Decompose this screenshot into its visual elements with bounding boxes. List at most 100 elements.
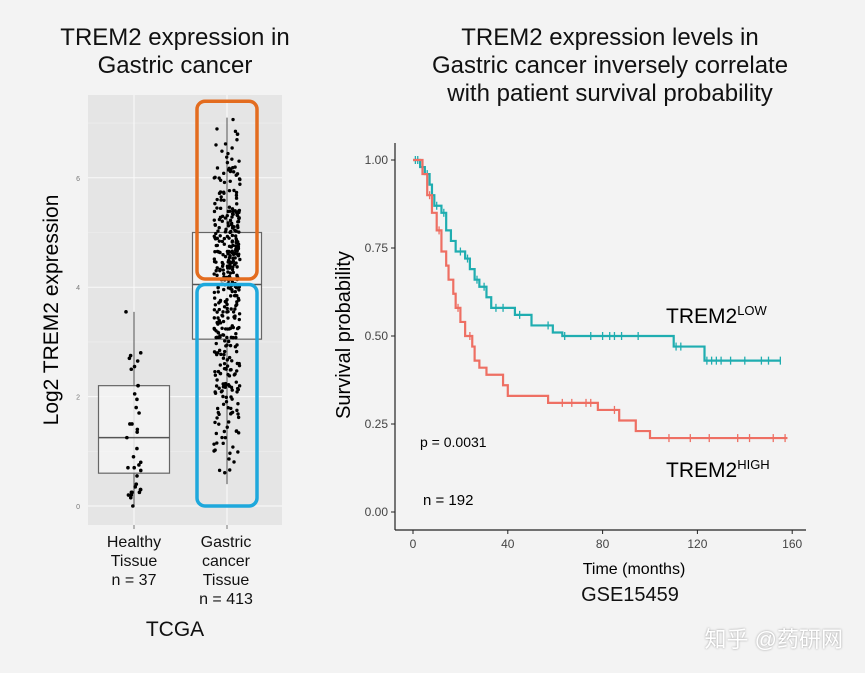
data-point — [237, 317, 242, 322]
data-point — [222, 236, 227, 241]
left-chart-title: TREM2 expression in Gastric cancer — [20, 24, 330, 80]
data-point — [220, 239, 225, 244]
data-point — [228, 218, 233, 223]
data-point — [226, 258, 231, 263]
data-point — [227, 256, 232, 260]
data-point — [234, 335, 238, 340]
data-point — [220, 149, 224, 153]
data-point — [218, 335, 222, 339]
data-point — [234, 380, 238, 384]
data-point — [234, 244, 239, 248]
data-point — [224, 400, 229, 404]
title-line: TREM2 expression levels in — [461, 24, 759, 51]
data-point — [128, 353, 133, 358]
data-point — [234, 173, 238, 177]
data-point — [135, 474, 139, 478]
data-point — [227, 250, 232, 254]
data-point — [236, 240, 240, 244]
box — [97, 385, 171, 474]
data-point — [212, 218, 217, 222]
y-tick-label: 0.75 — [365, 241, 389, 255]
data-point — [234, 304, 238, 308]
data-point — [213, 369, 217, 374]
data-point — [228, 287, 233, 291]
label-line: Tissue — [202, 572, 250, 589]
x-axis-label: Time (months) — [583, 561, 686, 578]
data-point — [227, 205, 232, 209]
data-point — [214, 143, 218, 147]
x-tick-label: 160 — [782, 537, 802, 551]
left-caption: TCGA — [145, 618, 205, 641]
y-tick-label: 4 — [76, 285, 80, 292]
data-point — [222, 198, 226, 202]
data-point — [230, 215, 234, 219]
data-point — [231, 310, 236, 314]
highlight-box-low — [195, 282, 259, 508]
data-point — [126, 493, 131, 497]
data-point — [217, 318, 222, 323]
y-tick-label: 2 — [76, 395, 80, 402]
data-point — [233, 344, 238, 349]
data-point — [223, 142, 228, 146]
data-point — [227, 244, 232, 249]
data-point — [124, 310, 128, 314]
data-point — [227, 457, 231, 461]
data-point — [215, 127, 219, 131]
data-point — [212, 296, 217, 300]
data-point — [135, 446, 139, 451]
data-point — [212, 327, 217, 331]
series-superscript: LOW — [737, 303, 767, 318]
data-point — [222, 191, 226, 195]
data-point — [129, 490, 134, 495]
y-tick-label: 0 — [76, 504, 80, 511]
data-point — [220, 326, 224, 331]
km-curve-low — [413, 158, 781, 362]
data-point — [235, 273, 239, 277]
data-point — [222, 171, 226, 176]
healthy-label: Healthy Tissue n = 37 — [84, 533, 184, 590]
data-point — [224, 227, 228, 232]
label-line: Gastric — [200, 534, 252, 551]
data-point — [235, 213, 239, 217]
data-point — [231, 265, 235, 269]
data-point — [229, 307, 233, 311]
data-point — [215, 378, 219, 382]
data-point — [226, 339, 231, 344]
data-point — [233, 234, 238, 238]
data-point — [218, 190, 223, 194]
y-tick-label: 0.00 — [365, 505, 389, 519]
x-tick-label: 80 — [596, 537, 610, 551]
data-point — [125, 435, 129, 440]
data-point — [214, 384, 219, 388]
data-point — [235, 252, 239, 256]
data-point — [229, 412, 233, 416]
data-point — [213, 223, 218, 227]
data-point — [215, 249, 220, 254]
data-point — [216, 285, 220, 290]
data-point — [231, 325, 236, 330]
data-point — [231, 445, 235, 449]
data-point — [215, 166, 220, 170]
data-point — [234, 229, 238, 233]
data-point — [229, 395, 233, 399]
data-point — [235, 408, 239, 413]
data-point — [217, 301, 221, 305]
data-point — [215, 273, 219, 278]
data-point — [233, 290, 238, 294]
data-point — [138, 351, 143, 355]
series-label: TREM2LOW — [666, 303, 768, 328]
data-point — [216, 351, 220, 355]
gastric-label: Gastric cancer Tissue n = 413 — [176, 533, 276, 609]
data-point — [237, 384, 242, 388]
data-point — [212, 257, 217, 261]
data-point — [233, 314, 237, 318]
data-point — [219, 198, 223, 202]
data-point — [216, 331, 221, 335]
data-point — [235, 138, 239, 142]
label-line: n = 37 — [111, 572, 157, 589]
data-point — [220, 260, 224, 265]
data-point — [215, 416, 219, 420]
data-point — [230, 267, 235, 272]
data-point — [235, 265, 239, 269]
